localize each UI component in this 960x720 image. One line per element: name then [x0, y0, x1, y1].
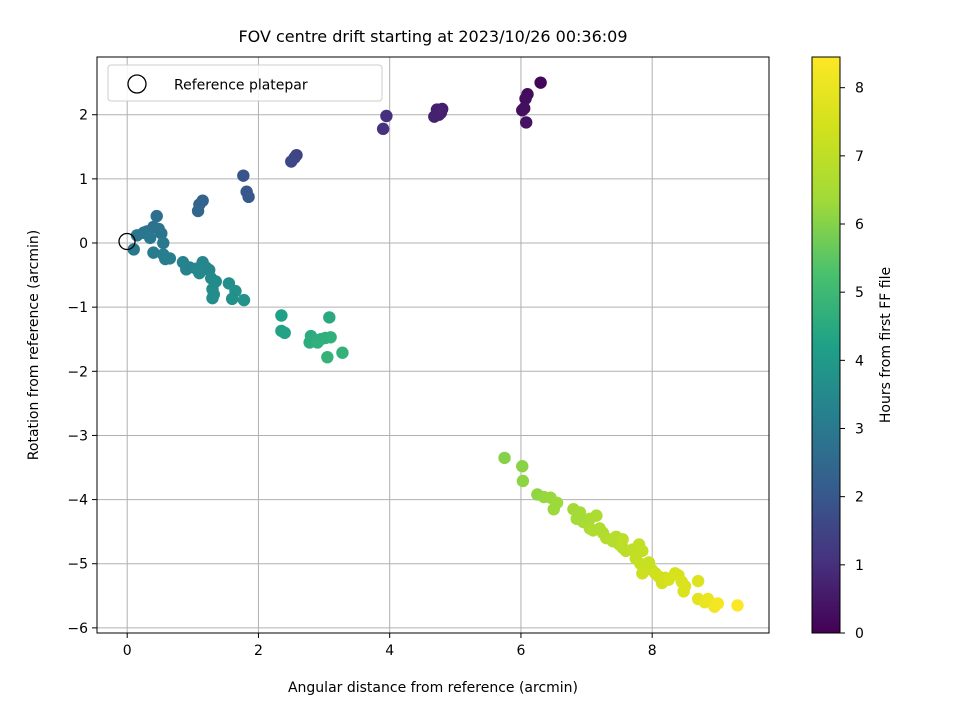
- legend-box: [107, 64, 383, 102]
- data-point: [519, 92, 532, 105]
- data-point: [731, 599, 744, 612]
- y-tick-label: −4: [67, 493, 88, 509]
- data-point: [147, 246, 160, 259]
- colorbar-ticks: 0 1 2 3 4 5 6 7 8: [840, 81, 864, 642]
- data-point: [285, 155, 298, 168]
- data-point: [516, 460, 529, 473]
- colorbar-tick-label: 1: [855, 558, 864, 574]
- data-point: [516, 474, 530, 488]
- x-axis-ticks: 0 2 4 6 8: [123, 633, 657, 659]
- data-point: [180, 263, 193, 276]
- data-point: [534, 76, 547, 89]
- x-axis-label: Angular distance from reference (arcmin): [288, 680, 578, 696]
- data-point: [237, 293, 251, 307]
- colorbar-tick-label: 6: [855, 217, 864, 233]
- grid-lines: [97, 57, 769, 633]
- colorbar-tick-label: 4: [855, 353, 864, 369]
- x-tick-label: 2: [254, 643, 263, 659]
- y-tick-label: −5: [67, 557, 88, 573]
- legend: Reference platepar: [107, 64, 383, 102]
- x-tick-label: 6: [516, 643, 525, 659]
- data-point: [636, 567, 649, 580]
- data-point: [155, 227, 168, 240]
- data-point: [237, 169, 250, 182]
- data-points: [127, 76, 744, 613]
- data-point: [127, 243, 140, 256]
- colorbar-tick-label: 3: [855, 422, 864, 438]
- data-point: [323, 311, 336, 324]
- data-point: [157, 236, 170, 250]
- reference-platepar-marker: [118, 232, 136, 251]
- colorbar-tick-label: 7: [855, 149, 864, 165]
- data-point: [434, 106, 448, 120]
- y-tick-label: −6: [67, 621, 88, 637]
- colorbar-gradient: [812, 57, 840, 633]
- y-tick-label: 0: [79, 236, 88, 252]
- data-point: [324, 331, 337, 344]
- data-point: [275, 309, 288, 322]
- y-axis-label: Rotation from reference (arcmin): [26, 230, 42, 460]
- data-point: [590, 509, 603, 522]
- legend-marker-icon: [127, 74, 147, 94]
- x-tick-label: 4: [385, 643, 394, 659]
- y-tick-label: −3: [67, 428, 88, 444]
- colorbar-tick-label: 5: [855, 285, 864, 301]
- data-point: [143, 231, 157, 245]
- data-point: [519, 116, 533, 129]
- data-point: [242, 190, 255, 204]
- colorbar: 0 1 2 3 4 5 6 7 8 Hours from first FF file: [811, 56, 894, 642]
- data-point: [711, 597, 725, 610]
- data-point: [336, 346, 349, 359]
- data-point: [516, 104, 529, 117]
- data-point: [278, 326, 291, 340]
- colorbar-tick-label: 8: [855, 81, 864, 97]
- data-point: [547, 503, 560, 516]
- data-point: [380, 109, 393, 123]
- y-axis-ticks: −6 −5 −4 −3 −2 −1 0 1 2: [67, 108, 97, 637]
- y-tick-label: 1: [79, 172, 88, 188]
- legend-entry-reference-platepar: Reference platepar: [174, 78, 308, 94]
- data-point: [191, 204, 205, 218]
- data-point: [206, 291, 219, 305]
- data-point: [376, 122, 390, 136]
- data-point: [321, 350, 334, 364]
- data-point: [691, 574, 705, 588]
- colorbar-tick-label: 2: [855, 490, 864, 506]
- chart-title: FOV centre drift starting at 2023/10/26 …: [238, 27, 627, 46]
- colorbar-label: Hours from first FF file: [878, 267, 894, 423]
- colorbar-frame: [811, 56, 841, 634]
- x-tick-label: 0: [123, 643, 132, 659]
- plot-frame: [96, 56, 770, 634]
- colorbar-tick-label: 0: [855, 626, 864, 642]
- data-point: [616, 533, 629, 546]
- data-point: [498, 451, 511, 465]
- data-point: [677, 585, 690, 598]
- data-point: [225, 292, 239, 306]
- data-point: [193, 266, 206, 280]
- y-tick-label: −2: [67, 364, 88, 380]
- y-tick-label: −1: [67, 300, 88, 316]
- x-tick-label: 8: [648, 643, 657, 659]
- data-point: [150, 209, 163, 223]
- data-point: [163, 252, 177, 265]
- y-tick-label: 2: [79, 108, 88, 124]
